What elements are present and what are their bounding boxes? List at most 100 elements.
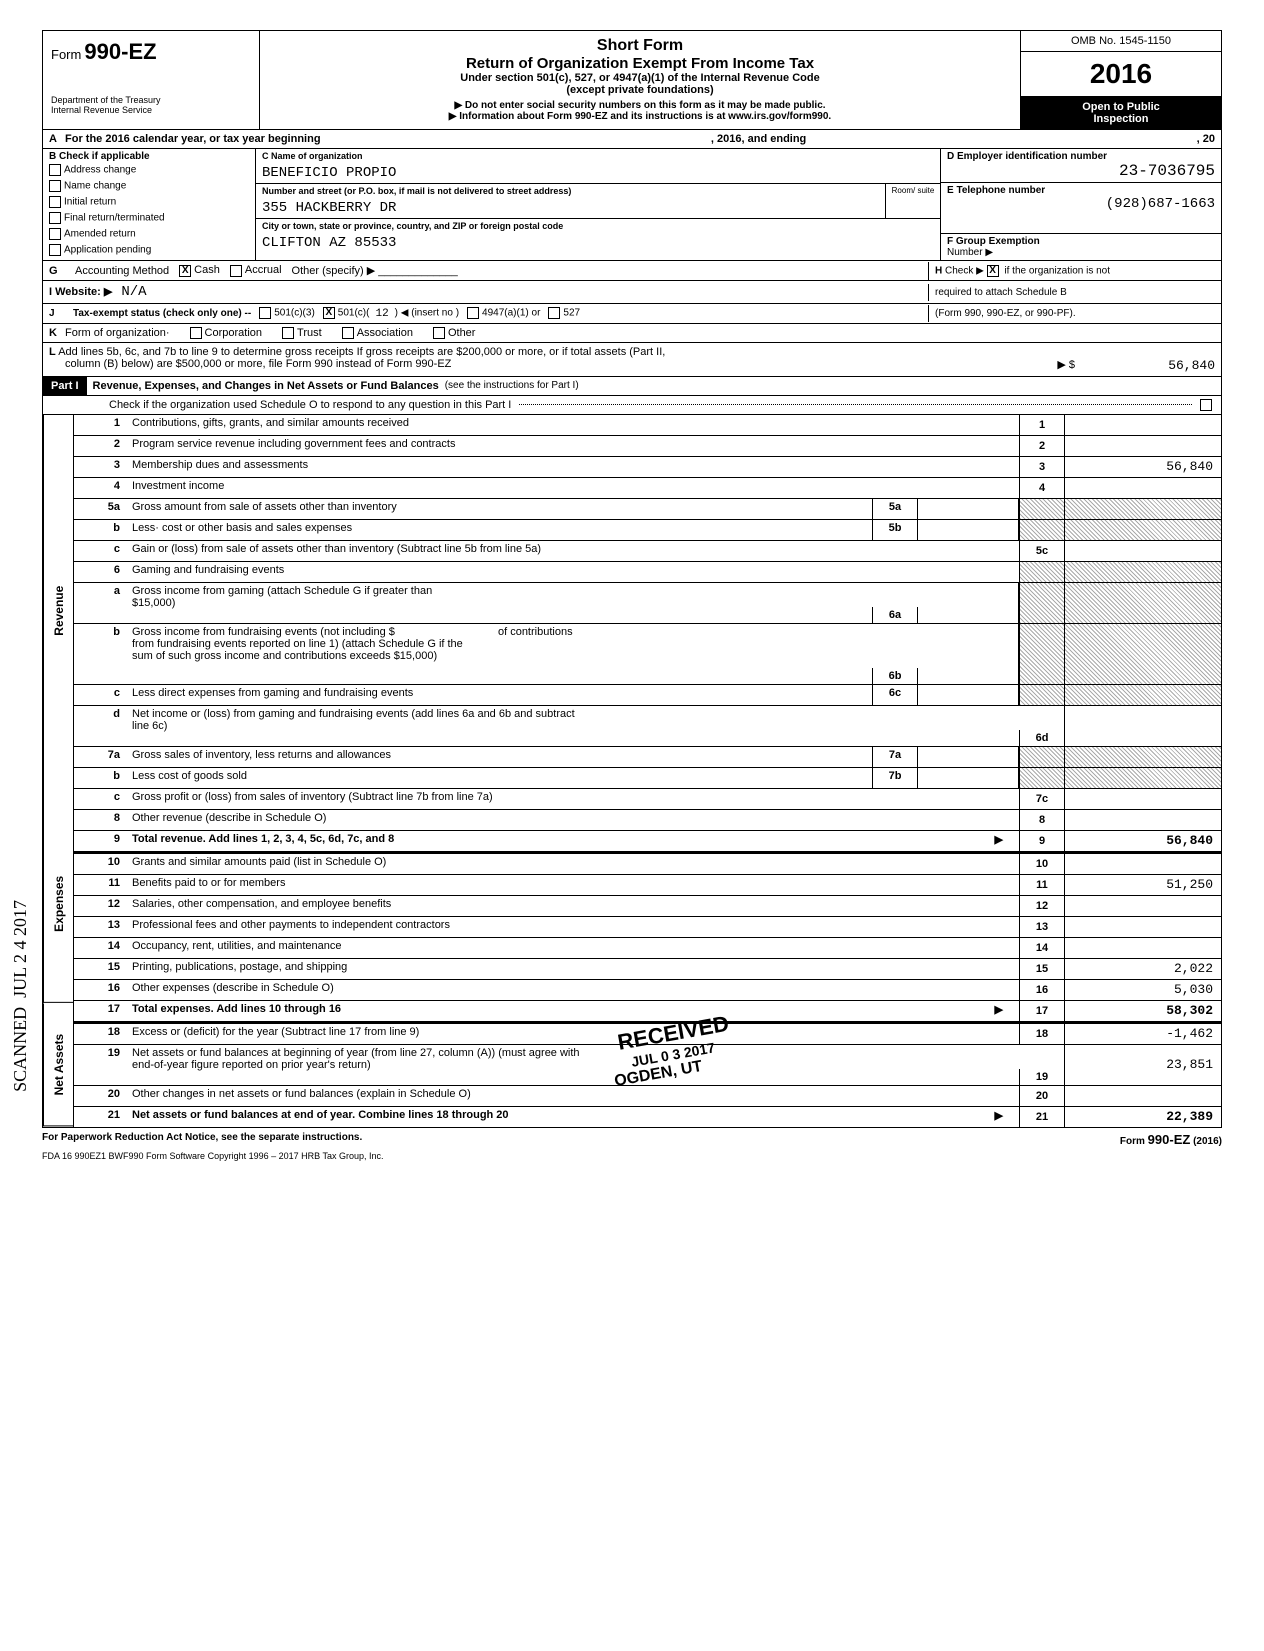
line-20: 20 Other changes in net assets or fund b… — [74, 1086, 1221, 1107]
org-name: BENEFICIO PROPIO — [256, 163, 940, 183]
part1-table: Revenue Expenses Net Assets 1 Contributi… — [42, 415, 1222, 1128]
form-org-label: Form of organization· — [65, 327, 170, 339]
open-public-1: Open to Public — [1025, 101, 1217, 113]
line-l: L Add lines 5b, 6c, and 7b to line 9 to … — [42, 343, 1222, 377]
line-l-arrow: ▶ $ — [1057, 358, 1075, 373]
line-21-value: 22,389 — [1064, 1107, 1221, 1127]
revenue-side-label: Revenue — [43, 415, 74, 807]
check-association[interactable]: Association — [342, 327, 413, 339]
line-1-value — [1064, 415, 1221, 435]
line-10-value — [1064, 854, 1221, 874]
footer-left: For Paperwork Reduction Act Notice, see … — [42, 1132, 362, 1147]
form-label: Form — [51, 47, 81, 62]
line-a-letter: A — [49, 133, 65, 145]
city-value: CLIFTON AZ 85533 — [256, 233, 940, 253]
line-h-text2: if the organization is not — [1004, 265, 1110, 276]
line-18-value: -1,462 — [1064, 1024, 1221, 1044]
line-6a: a Gross income from gaming (attach Sched… — [74, 583, 1221, 624]
part1-check-row: Check if the organization used Schedule … — [42, 396, 1222, 415]
line-2: 2 Program service revenue including gove… — [74, 436, 1221, 457]
line-13-value — [1064, 917, 1221, 937]
phone-value: (928)687-1663 — [947, 196, 1215, 212]
ssn-warning: ▶ Do not enter social security numbers o… — [266, 100, 1014, 111]
line-11: 11 Benefits paid to or for members 11 51… — [74, 875, 1221, 896]
line-g-letter: G — [49, 265, 65, 277]
line-9-value: 56,840 — [1064, 831, 1221, 851]
part1-badge: Part I — [43, 377, 87, 395]
line-20-value — [1064, 1086, 1221, 1106]
line-14-value — [1064, 938, 1221, 958]
header-right: OMB No. 1545-1150 2016 Open to Public In… — [1020, 31, 1221, 129]
check-527[interactable]: 527 — [548, 307, 580, 319]
info-link: ▶ Information about Form 990-EZ and its … — [266, 111, 1014, 122]
line-11-value: 51,250 — [1064, 875, 1221, 895]
footer: For Paperwork Reduction Act Notice, see … — [42, 1128, 1222, 1151]
footer-mid: FDA 16 990EZ1 BWF990 Form Software Copyr… — [42, 1151, 1222, 1161]
header-center: Short Form Return of Organization Exempt… — [260, 31, 1020, 129]
check-corporation[interactable]: Corporation — [190, 327, 262, 339]
check-cash[interactable]: Cash — [179, 264, 220, 276]
check-initial-return[interactable]: Initial return — [49, 194, 249, 210]
line-6: 6 Gaming and fundraising events — [74, 562, 1221, 583]
check-name-change[interactable]: Name change — [49, 178, 249, 194]
line-7c: c Gross profit or (loss) from sales of i… — [74, 789, 1221, 810]
check-schedule-o[interactable] — [1200, 399, 1212, 411]
check-4947[interactable]: 4947(a)(1) or — [467, 307, 540, 319]
street-label: Number and street (or P.O. box, if mail … — [256, 184, 885, 198]
check-trust[interactable]: Trust — [282, 327, 322, 339]
check-501c[interactable]: 501(c)(12) ◀ (insert no ) — [323, 307, 459, 320]
ein-label: D Employer identification number — [947, 151, 1215, 162]
check-501c3[interactable]: 501(c)(3) — [259, 307, 315, 319]
check-amended-return[interactable]: Amended return — [49, 226, 249, 242]
part1-hint: (see the instructions for Part I) — [445, 380, 579, 391]
section-f: F Group Exemption Number ▶ — [941, 234, 1221, 260]
section-c: C Name of organization BENEFICIO PROPIO … — [256, 149, 940, 260]
section-b: B Check if applicable Address change Nam… — [43, 149, 256, 260]
line-j-letter: J — [49, 308, 65, 319]
check-address-change[interactable]: Address change — [49, 162, 249, 178]
city-label: City or town, state or province, country… — [256, 219, 940, 233]
line-3-value: 56,840 — [1064, 457, 1221, 477]
section-b-title: Check if applicable — [59, 151, 150, 162]
form-header: Form 990-EZ Department of the Treasury I… — [42, 30, 1222, 130]
right-info-col: D Employer identification number 23-7036… — [940, 149, 1221, 260]
side-labels: Revenue Expenses Net Assets — [43, 415, 74, 1127]
room-suite-label: Room/ suite — [885, 184, 940, 218]
scanned-stamp: SCANNED JUL 2 4 2017 — [10, 900, 31, 1092]
part1-header-row: Part I Revenue, Expenses, and Changes in… — [42, 377, 1222, 396]
accounting-method-label: Accounting Method — [75, 265, 169, 277]
line-10: 10 Grants and similar amounts paid (list… — [74, 852, 1221, 875]
check-application-pending[interactable]: Application pending — [49, 242, 249, 258]
line-19-value: 23,851 — [1064, 1045, 1221, 1085]
header-left: Form 990-EZ Department of the Treasury I… — [43, 31, 260, 129]
line-2-value — [1064, 436, 1221, 456]
line-7b: b Less cost of goods sold 7b — [74, 768, 1221, 789]
return-title: Return of Organization Exempt From Incom… — [266, 55, 1014, 72]
line-6b: b Gross income from fundraising events (… — [74, 624, 1221, 685]
check-other-org[interactable]: Other — [433, 327, 476, 339]
group-exemption-label: F Group Exemption — [947, 236, 1215, 247]
line-4-value — [1064, 478, 1221, 498]
check-final-return[interactable]: Final return/terminated — [49, 210, 249, 226]
line-5c: c Gain or (loss) from sale of assets oth… — [74, 541, 1221, 562]
line-5a: 5a Gross amount from sale of assets othe… — [74, 499, 1221, 520]
line-5b-value — [918, 520, 1019, 540]
line-h-text1: Check ▶ — [945, 265, 984, 276]
line-13: 13 Professional fees and other payments … — [74, 917, 1221, 938]
line-a-text2: , 2016, and ending — [711, 133, 806, 145]
line-7c-value — [1064, 789, 1221, 809]
check-other-method[interactable]: Other (specify) ▶ _____________ — [292, 264, 458, 277]
check-accrual[interactable]: Accrual — [230, 264, 282, 276]
line-6a-value — [918, 583, 1019, 623]
line-6c-value — [918, 685, 1019, 705]
line-17: 17 Total expenses. Add lines 10 through … — [74, 1001, 1221, 1022]
line-i-letter: I — [49, 286, 52, 298]
line-7a: 7a Gross sales of inventory, less return… — [74, 747, 1221, 768]
line-6d-value — [1064, 706, 1221, 746]
line-k: K Form of organization· Corporation Trus… — [42, 324, 1222, 343]
line-k-letter: K — [49, 327, 65, 339]
omb-number: OMB No. 1545-1150 — [1021, 31, 1221, 52]
line-h-cont2: (Form 990, 990-EZ, or 990-PF). — [928, 305, 1221, 322]
check-schedule-b[interactable] — [987, 265, 999, 277]
line-6d: d Net income or (loss) from gaming and f… — [74, 706, 1221, 747]
